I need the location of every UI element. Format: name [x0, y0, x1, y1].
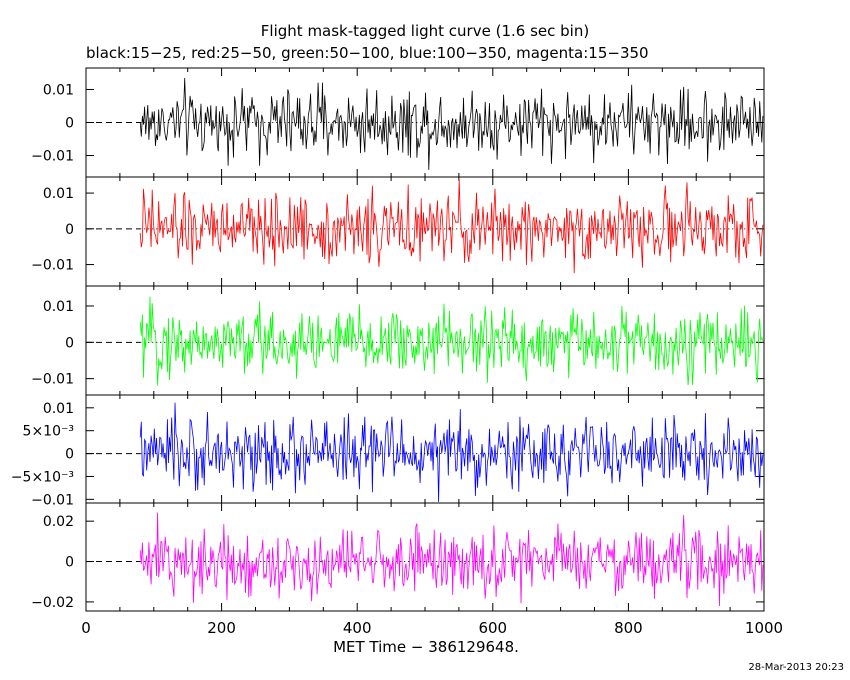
panel-frame — [85, 502, 765, 612]
y-tick-label: 0 — [65, 222, 74, 238]
y-tick-label: 0.01 — [43, 299, 74, 315]
y-tick-label: −5×10⁻³ — [11, 469, 74, 485]
series-line-0 — [139, 77, 764, 170]
chart-title: Flight mask-tagged light curve (1.6 sec … — [260, 22, 590, 40]
y-tick-label: 0 — [65, 116, 74, 132]
x-tick-label: 200 — [207, 619, 236, 637]
y-tick-label: −0.01 — [31, 149, 74, 165]
x-tick-label: 800 — [614, 619, 643, 637]
y-tick-label: 0.01 — [43, 186, 74, 202]
y-tick-label: −0.01 — [31, 372, 74, 388]
x-tick-label: 0 — [81, 619, 91, 637]
y-tick-label: 0 — [65, 447, 74, 463]
series-line-1 — [139, 179, 764, 274]
timestamp: 28-Mar-2013 20:23 — [748, 662, 844, 673]
series-line-4 — [139, 512, 764, 607]
x-tick-label: 600 — [478, 619, 507, 637]
series-line-3 — [139, 402, 764, 503]
chart-subtitle: black:15−25, red:25−50, green:50−100, bl… — [86, 44, 649, 62]
panel-frame — [85, 285, 765, 396]
y-tick-label: −0.02 — [31, 595, 74, 611]
x-tick-label: 400 — [343, 619, 372, 637]
y-tick-label: 0.01 — [43, 401, 74, 417]
y-tick-label: 0.01 — [43, 82, 74, 98]
y-tick-label: −0.01 — [31, 258, 74, 274]
y-tick-label: 0 — [65, 555, 74, 571]
y-tick-label: 0 — [65, 335, 74, 351]
x-tick-label: 1000 — [745, 619, 783, 637]
y-tick-label: 5×10⁻³ — [23, 424, 74, 440]
y-tick-label: −0.01 — [31, 492, 74, 508]
y-tick-label: 0.02 — [43, 514, 74, 530]
series-line-2 — [139, 296, 764, 386]
x-axis-label: MET Time − 386129648. — [333, 638, 519, 656]
